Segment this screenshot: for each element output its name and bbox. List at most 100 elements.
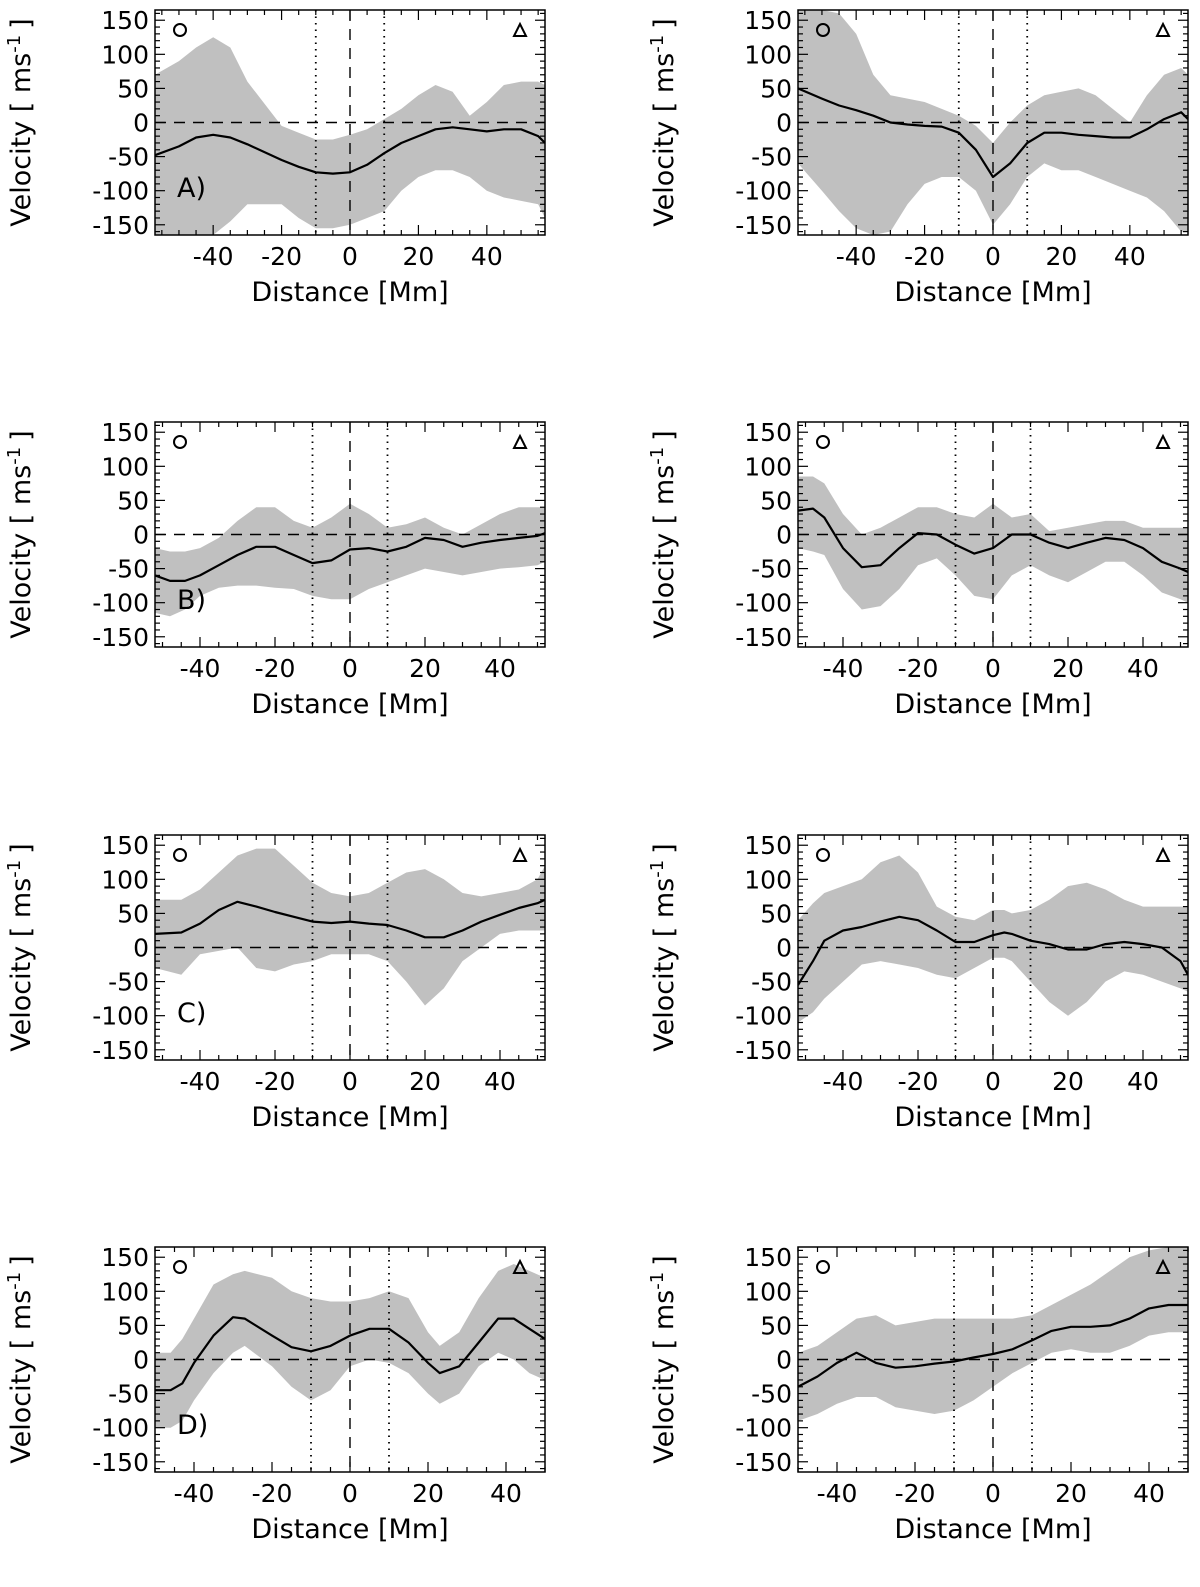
y-axis-title-exponent: -1	[4, 1272, 25, 1290]
y-axis-title-main: Velocity [ ms	[649, 1290, 680, 1464]
y-axis-title-close: ]	[649, 1255, 680, 1266]
x-axis-title: Distance [Mm]	[251, 1514, 448, 1545]
x-tick-label: 20	[409, 1067, 441, 1096]
x-tick-label: -40	[174, 1479, 215, 1508]
y-axis-title-exponent: -1	[4, 447, 25, 465]
mean-velocity-line	[798, 87, 1188, 179]
y-tick-label: -50	[751, 143, 792, 172]
y-axis-title-close: ]	[649, 430, 680, 441]
x-tick-label: 40	[1127, 654, 1159, 683]
x-tick-label: -40	[823, 1067, 864, 1096]
y-axis-title-exponent: -1	[647, 860, 668, 878]
y-tick-label: 150	[744, 6, 792, 35]
circle-marker-icon	[816, 848, 830, 862]
y-tick-label: 0	[776, 1346, 792, 1375]
y-tick-label: -100	[92, 589, 149, 618]
y-axis-title-main: Velocity [ ms	[6, 878, 37, 1052]
y-tick-label: -150	[92, 1036, 149, 1065]
y-tick-label: 150	[101, 1243, 149, 1272]
y-axis-title-exponent: -1	[4, 860, 25, 878]
y-axis-title-main: Velocity [ ms	[649, 465, 680, 639]
x-tick-label: 0	[985, 1479, 1001, 1508]
chart-panel-3: -40 -20 0 20 40 150 100 50 0 -50 -100 -150 Distance …	[4, 418, 546, 720]
y-tick-label: 150	[101, 418, 149, 447]
y-axis-title: Velocity [ ms-1]	[4, 1255, 37, 1463]
y-axis-title-exponent: -1	[647, 447, 668, 465]
x-axis-title: Distance [Mm]	[251, 689, 448, 720]
y-axis-title: Velocity [ ms-1]	[4, 18, 37, 226]
x-tick-label: -20	[895, 1479, 936, 1508]
chart-panel-6: -40 -20 0 20 40 150 100 50 0 -50 -100 -150 Distance …	[647, 831, 1189, 1133]
panel-label: A)	[177, 173, 206, 204]
triangle-marker-icon	[1155, 846, 1171, 862]
x-tick-label: -20	[261, 242, 302, 271]
panel-label: B)	[177, 585, 206, 616]
y-axis-title-exponent: -1	[4, 35, 25, 53]
y-tick-label: 50	[117, 1311, 149, 1340]
y-tick-label: -50	[751, 555, 792, 584]
panel-label: D)	[177, 1410, 208, 1441]
mean-velocity-line	[798, 1303, 1188, 1388]
x-tick-label: 20	[1055, 1479, 1087, 1508]
y-tick-label: 0	[133, 521, 149, 550]
y-tick-label: 100	[744, 452, 792, 481]
x-tick-label: -20	[904, 242, 945, 271]
chart-panel-1: -40 -20 0 20 40 150 100 50 0 -50 -100 -150 Distance …	[4, 6, 546, 308]
x-tick-label: -20	[255, 1067, 296, 1096]
panel-label: C)	[177, 998, 206, 1029]
x-tick-label: 0	[985, 654, 1001, 683]
uncertainty-band	[155, 37, 545, 235]
circle-marker-icon	[173, 435, 187, 449]
y-tick-label: 0	[776, 934, 792, 963]
x-tick-label: -40	[180, 1067, 221, 1096]
chart-panel-4: -40 -20 0 20 40 150 100 50 0 -50 -100 -150 Distance …	[647, 418, 1189, 720]
x-tick-label: -20	[252, 1479, 293, 1508]
x-tick-label: 20	[1052, 1067, 1084, 1096]
x-tick-label: 0	[985, 1067, 1001, 1096]
x-tick-label: -40	[180, 654, 221, 683]
mean-velocity-line	[155, 126, 545, 175]
y-tick-label: 50	[760, 899, 792, 928]
y-tick-label: 0	[776, 521, 792, 550]
y-tick-label: -150	[92, 1448, 149, 1477]
x-tick-label: -40	[823, 654, 864, 683]
chart-panel-5: -40 -20 0 20 40 150 100 50 0 -50 -100 -150 Distance …	[4, 831, 546, 1133]
y-tick-label: 0	[776, 109, 792, 138]
mean-velocity-line	[155, 1316, 545, 1392]
y-axis-title-main: Velocity [ ms	[6, 1290, 37, 1464]
y-tick-label: -50	[108, 1380, 149, 1409]
mean-velocity-line	[798, 915, 1188, 986]
y-axis-title: Velocity [ ms-1]	[647, 1255, 680, 1463]
y-tick-label: 0	[133, 1346, 149, 1375]
triangle-marker-icon	[1155, 21, 1171, 37]
x-tick-label: -40	[836, 242, 877, 271]
y-axis-title: Velocity [ ms-1]	[4, 843, 37, 1051]
uncertainty-band	[155, 848, 545, 1006]
y-tick-label: 50	[760, 486, 792, 515]
x-tick-label: 40	[1114, 242, 1146, 271]
y-tick-label: -100	[735, 1414, 792, 1443]
triangle-marker-icon	[512, 433, 528, 449]
y-axis-title-close: ]	[649, 843, 680, 854]
x-tick-label: 20	[409, 654, 441, 683]
x-tick-label: -40	[193, 242, 234, 271]
x-tick-label: 40	[484, 1067, 516, 1096]
y-tick-label: 100	[101, 1277, 149, 1306]
y-axis-title-close: ]	[6, 430, 37, 441]
y-tick-label: 150	[744, 418, 792, 447]
y-tick-label: 150	[101, 831, 149, 860]
circle-marker-icon	[173, 848, 187, 862]
y-tick-label: 50	[117, 486, 149, 515]
x-tick-label: 40	[471, 242, 503, 271]
y-tick-label: -100	[735, 589, 792, 618]
x-axis-title: Distance [Mm]	[251, 277, 448, 308]
x-tick-label: 0	[342, 654, 358, 683]
x-tick-label: 20	[1052, 654, 1084, 683]
y-tick-label: -100	[735, 177, 792, 206]
y-tick-label: 100	[744, 1277, 792, 1306]
triangle-marker-icon	[512, 1258, 528, 1274]
x-tick-label: 0	[342, 1067, 358, 1096]
x-axis-title: Distance [Mm]	[894, 1514, 1091, 1545]
